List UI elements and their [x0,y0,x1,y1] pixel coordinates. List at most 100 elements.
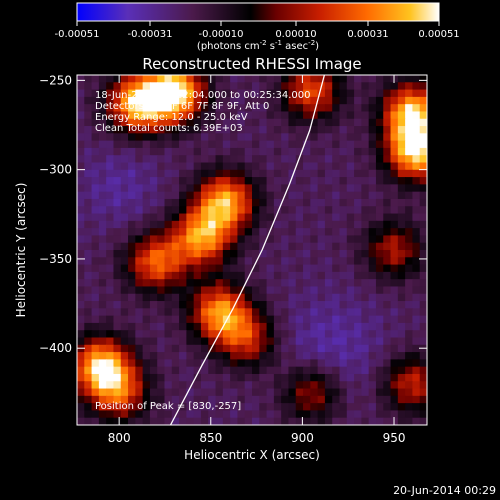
heatmap-cell [405,315,414,324]
heatmap-cell [303,293,311,302]
heatmap-cell [106,388,115,397]
heatmap-cell [412,286,421,295]
heatmap-cell [120,162,129,171]
heatmap-cell [332,257,341,266]
heatmap-cell [332,96,341,105]
heatmap-cell [259,140,268,149]
heatmap-cell [237,82,246,91]
heatmap-cell [354,264,362,273]
heatmap-cell [346,147,355,156]
heatmap-cell [106,264,115,273]
heatmap-cell [405,213,414,222]
heatmap-cell [383,315,392,324]
heatmap-cell [106,89,115,98]
heatmap-cell [354,220,362,229]
heatmap-cell [244,381,253,390]
heatmap-cell [77,184,85,193]
heatmap-cell [77,373,85,382]
heatmap-cell [215,250,224,258]
heatmap-cell [208,213,217,222]
heatmap-cell [84,395,93,404]
heatmap-cell [397,104,406,113]
heatmap-cell [164,410,173,419]
heatmap-cell [135,89,144,98]
heatmap-cell [412,366,421,375]
heatmap-cell [179,104,187,113]
heatmap-cell [419,417,427,425]
heatmap-cell [171,206,180,215]
heatmap-cell [405,417,414,425]
heatmap-cell [106,352,115,360]
heatmap-cell [397,417,406,425]
heatmap-cell [346,104,355,113]
heatmap-cell [383,271,392,280]
heatmap-cell [200,242,209,251]
heatmap-cell [288,235,297,244]
heatmap-cell [186,96,195,105]
heatmap-cell [383,96,392,105]
heatmap-cell [303,104,311,113]
heatmap-cell [266,381,275,390]
heatmap-cell [273,293,282,302]
heatmap-cell [390,228,399,237]
heatmap-cell [332,133,341,142]
heatmap-cell [186,111,195,120]
heatmap-cell [222,381,231,390]
heatmap-cell [332,140,341,149]
heatmap-cell [259,344,268,353]
heatmap-cell [200,264,209,273]
heatmap-cell [288,213,297,222]
heatmap-cell [200,184,209,193]
heatmap-cell [171,257,180,266]
heatmap-cell [317,410,326,419]
heatmap-cell [252,417,260,425]
heatmap-cell [354,337,362,346]
heatmap-cell [120,126,129,134]
heatmap-cell [120,352,129,360]
heatmap-cell [273,118,282,127]
heatmap-cell [383,301,392,309]
heatmap-cell [288,111,297,120]
heatmap-cell [390,96,399,105]
heatmap-cell [164,133,173,142]
heatmap-cell [98,359,107,368]
heatmap-cell [390,388,399,397]
heatmap-cell [186,75,195,83]
heatmap-cell [288,337,297,346]
heatmap-cell [346,89,355,98]
heatmap-cell [222,286,231,295]
heatmap-cell [113,191,122,200]
heatmap-cell [266,315,275,324]
heatmap-cell [339,191,348,200]
heatmap-cell [149,89,158,98]
heatmap-cell [354,403,362,412]
heatmap-cell [84,315,93,324]
heatmap-cell [303,410,311,419]
heatmap-cell [200,403,209,412]
heatmap-cell [405,395,414,404]
heatmap-cell [120,301,129,309]
heatmap-cell [383,82,392,91]
info-block: 18-Jun-2014 00:22:04.000 to 00:25:34.000… [95,90,311,134]
heatmap-cell [77,96,85,105]
heatmap-cell [281,359,290,368]
heatmap-cell [397,403,406,412]
heatmap-cell [91,104,100,113]
heatmap-cell [383,104,392,113]
heatmap-cell [142,235,151,244]
heatmap-cell [295,301,304,309]
heatmap-cell [244,417,253,425]
heatmap-cell [324,228,333,237]
heatmap-cell [310,213,319,222]
heatmap-cell [273,220,282,229]
heatmap-cell [237,315,246,324]
heatmap-cell [346,220,355,229]
heatmap-cell [113,271,122,280]
heatmap-cell [244,315,253,324]
heatmap-cell [77,388,85,397]
heatmap-cell [179,279,187,288]
heatmap-cell [317,301,326,309]
heatmap-cell [237,111,246,120]
heatmap-cell [237,264,246,273]
heatmap-cell [98,388,107,397]
